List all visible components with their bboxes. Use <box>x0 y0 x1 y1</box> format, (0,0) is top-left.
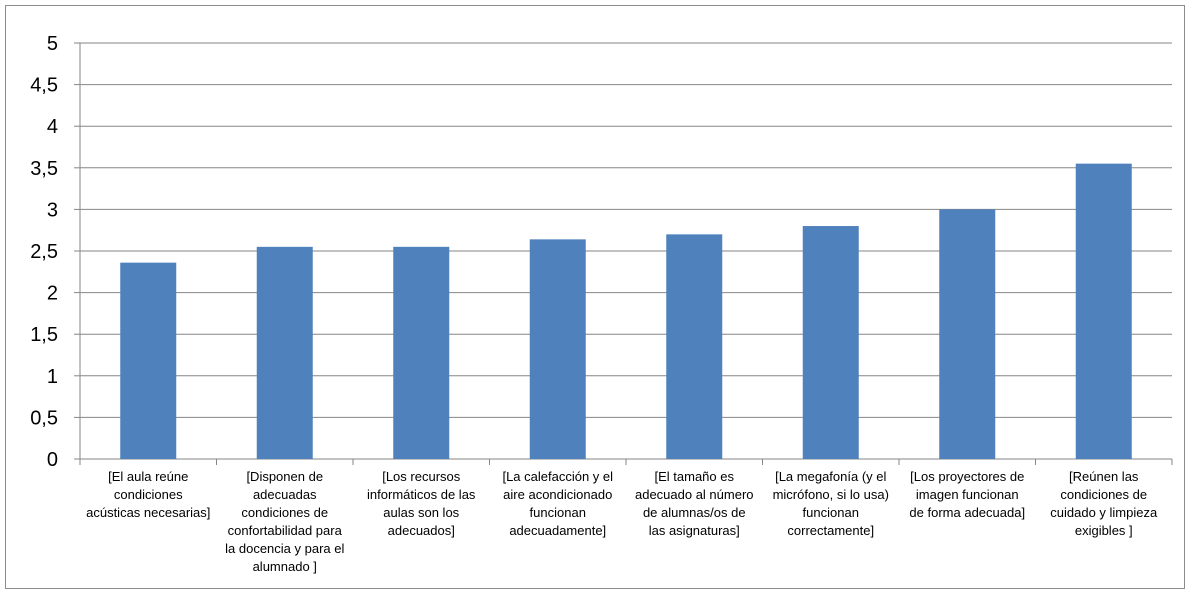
x-tick-label-line: adecuadas <box>253 487 317 502</box>
y-tick-label: 3,5 <box>30 158 58 180</box>
x-tick-label-line: funcionan <box>530 505 586 520</box>
x-tick-label-line: [La calefacción y el <box>502 469 613 484</box>
x-tick-label-line: funcionan <box>803 505 859 520</box>
x-tick-label-line: [El aula reúne <box>108 469 188 484</box>
x-tick-label-line: [Reúnen las <box>1069 469 1139 484</box>
x-tick-label-line: micrófono, si lo usa) <box>773 487 889 502</box>
y-tick-label: 1,5 <box>30 324 58 346</box>
y-tick-label: 4 <box>47 116 58 138</box>
x-tick-label-line: adecuados] <box>388 523 455 538</box>
y-tick-label: 5 <box>47 33 58 55</box>
bar <box>393 246 450 459</box>
x-tick-label-line: condiciones <box>114 487 183 502</box>
x-tick-label-line: [El tamaño es <box>655 469 735 484</box>
x-tick-label-line: las asignaturas] <box>649 523 740 538</box>
x-tick-label-line: acústicas necesarias] <box>86 505 210 520</box>
x-tick-label-line: confortabilidad para <box>228 523 343 538</box>
x-tick-label: [Disponen de adecuadas condiciones de confo… <box>225 469 344 574</box>
y-tick-label: 1 <box>47 366 58 388</box>
x-tick-label-line: aire acondicionado <box>503 487 612 502</box>
y-tick-label: 2 <box>47 283 58 305</box>
x-tick-label-line: alumnado ] <box>253 559 317 574</box>
y-tick-label: 3 <box>47 199 58 221</box>
x-tick-label-line: condiciones de <box>1060 487 1147 502</box>
x-tick-label-line: aulas son los <box>383 505 459 520</box>
x-tick-label-line: adecuado al número <box>635 487 754 502</box>
x-tick-label-line: de alumnas/os de <box>643 505 746 520</box>
x-tick-label: [Los recursos informáticos de las aulas so… <box>367 469 476 538</box>
x-tick-label-line: [Disponen de <box>246 469 323 484</box>
x-tick-label: [Los proyectores de imagen funcionan de fo… <box>909 469 1025 520</box>
bar <box>666 234 723 459</box>
x-tick-label-line: [Los recursos <box>382 469 461 484</box>
x-tick-label-line: [La megafonía (y el <box>775 469 886 484</box>
x-tick-label-line: adecuadamente] <box>509 523 606 538</box>
x-tick-label-line: cuidado y limpieza <box>1050 505 1158 520</box>
bar <box>939 209 996 459</box>
bar <box>256 246 313 459</box>
x-tick-label-line: de forma adecuada] <box>909 505 1025 520</box>
x-tick-label-line: condiciones de <box>241 505 328 520</box>
x-tick-label-line: informáticos de las <box>367 487 476 502</box>
y-tick-label: 0 <box>47 449 58 471</box>
y-tick-label: 4,5 <box>30 75 58 97</box>
y-tick-label: 2,5 <box>30 241 58 263</box>
x-tick-label: [El aula reúne condiciones acústicas neces… <box>86 469 210 520</box>
x-tick-label-line: correctamente] <box>787 523 874 538</box>
bar <box>120 262 177 459</box>
x-tick-label-line: [Los proyectores de <box>910 469 1024 484</box>
x-tick-label-line: exigibles ] <box>1075 523 1133 538</box>
bar <box>529 239 586 459</box>
x-tick-label: [La megafonía (y el micrófono, si lo usa)… <box>773 469 889 538</box>
x-tick-label: [La calefacción y el aire acondicionado fu… <box>502 469 613 538</box>
x-tick-label: [Reúnen las condiciones de cuidado y limpi… <box>1050 469 1158 538</box>
x-tick-label-line: imagen funcionan <box>916 487 1019 502</box>
x-tick-label: [El tamaño es adecuado al número de alumna… <box>635 469 754 538</box>
x-tick-label-line: la docencia y para el <box>225 541 344 556</box>
bar <box>802 226 859 459</box>
y-tick-label: 0,5 <box>30 407 58 429</box>
bar <box>1075 163 1132 459</box>
